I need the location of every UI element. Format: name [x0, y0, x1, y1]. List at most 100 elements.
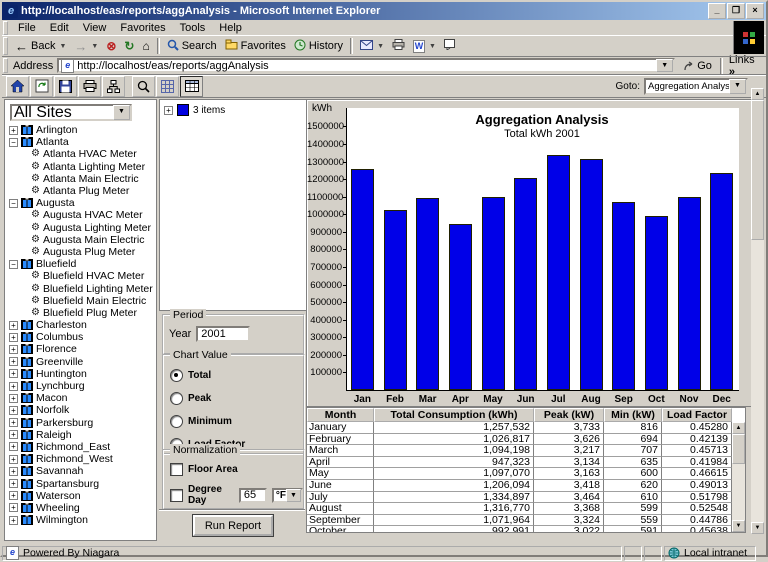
- expand-icon[interactable]: +: [9, 442, 18, 451]
- favorites-button[interactable]: Favorites: [221, 37, 290, 55]
- expand-icon[interactable]: +: [9, 406, 18, 415]
- expand-icon[interactable]: +: [9, 382, 18, 391]
- restore-button[interactable]: ❐: [727, 3, 745, 19]
- tree-meter[interactable]: ⚙Atlanta Plug Meter: [5, 185, 156, 197]
- expand-icon[interactable]: +: [9, 503, 18, 512]
- table-scroll-down-button[interactable]: ▼: [732, 520, 745, 532]
- dropdown-arrow-icon[interactable]: ▼: [377, 43, 384, 50]
- expand-icon[interactable]: +: [9, 418, 18, 427]
- expand-icon[interactable]: +: [9, 467, 18, 476]
- table-scrollbar-thumb[interactable]: [732, 434, 745, 464]
- tree-site-norfolk[interactable]: +Norfolk: [5, 404, 156, 416]
- tree-meter[interactable]: ⚙Augusta HVAC Meter: [5, 209, 156, 221]
- window-scroll-down-button[interactable]: ▼: [751, 522, 764, 534]
- column-header-1[interactable]: Total Consumption (kWh): [374, 408, 534, 422]
- tree-meter[interactable]: ⚙Atlanta Lighting Meter: [5, 161, 156, 173]
- tree-site-wilmington[interactable]: +Wilmington: [5, 514, 156, 526]
- tree-site-savannah[interactable]: +Savannah: [5, 465, 156, 477]
- menu-file[interactable]: File: [11, 22, 43, 34]
- year-input[interactable]: [196, 326, 250, 342]
- table-row[interactable]: January1,257,5323,7338160.45280: [307, 422, 745, 434]
- hierarchy-button[interactable]: [102, 76, 125, 97]
- go-button[interactable]: Go: [679, 58, 717, 74]
- tree-site-greenville[interactable]: +Greenville: [5, 356, 156, 368]
- collapse-icon[interactable]: −: [9, 260, 18, 269]
- minimize-button[interactable]: _: [708, 3, 726, 19]
- stop-button[interactable]: ⊗: [102, 37, 120, 55]
- expand-icon[interactable]: +: [9, 345, 18, 354]
- mail-button[interactable]: ▼: [356, 37, 388, 55]
- radio-selected-icon[interactable]: [170, 369, 183, 382]
- tree-meter[interactable]: ⚙Augusta Main Electric: [5, 234, 156, 246]
- goto-dropdown-button[interactable]: ▼: [729, 79, 746, 94]
- chart-value-option-minimum[interactable]: Minimum: [170, 415, 232, 428]
- search-button[interactable]: Search: [163, 37, 221, 55]
- tree-site-atlanta[interactable]: −Atlanta: [5, 136, 156, 148]
- expand-icon[interactable]: +: [9, 369, 18, 378]
- menu-tools[interactable]: Tools: [173, 22, 213, 34]
- tree-site-richmond_east[interactable]: +Richmond_East: [5, 441, 156, 453]
- close-button[interactable]: ×: [746, 3, 764, 19]
- tree-site-macon[interactable]: +Macon: [5, 392, 156, 404]
- expand-icon[interactable]: +: [9, 394, 18, 403]
- table-row[interactable]: October992,9913,0225910.45638: [307, 526, 745, 533]
- tree-site-raleigh[interactable]: +Raleigh: [5, 429, 156, 441]
- tree-site-lynchburg[interactable]: +Lynchburg: [5, 380, 156, 392]
- tree-site-parkersburg[interactable]: +Parkersburg: [5, 417, 156, 429]
- legend-expand-icon[interactable]: +: [164, 106, 173, 115]
- menu-drag-handle[interactable]: [3, 21, 8, 35]
- expand-icon[interactable]: +: [9, 491, 18, 500]
- address-input[interactable]: e http://localhost/eas/reports/aggAnalys…: [57, 58, 675, 73]
- collapse-icon[interactable]: −: [9, 199, 18, 208]
- collapse-icon[interactable]: −: [9, 138, 18, 147]
- menu-favorites[interactable]: Favorites: [113, 22, 172, 34]
- expand-icon[interactable]: +: [9, 479, 18, 488]
- table-row[interactable]: April947,3233,1346350.41984: [307, 457, 745, 469]
- refresh-button[interactable]: ↻: [120, 37, 138, 55]
- expand-icon[interactable]: +: [9, 126, 18, 135]
- back-button[interactable]: ←Back▼: [11, 37, 70, 55]
- expand-icon[interactable]: +: [9, 357, 18, 366]
- tree-meter[interactable]: ⚙Augusta Lighting Meter: [5, 222, 156, 234]
- window-scrollbar[interactable]: ▲ ▼: [751, 88, 764, 534]
- print-button[interactable]: [388, 37, 409, 55]
- expand-icon[interactable]: +: [9, 321, 18, 330]
- site-filter-dropdown-button[interactable]: ▼: [113, 105, 130, 120]
- column-header-3[interactable]: Min (kW): [604, 408, 662, 422]
- expand-icon[interactable]: +: [9, 333, 18, 342]
- tree-site-huntington[interactable]: +Huntington: [5, 368, 156, 380]
- dropdown-arrow-icon[interactable]: ▼: [429, 43, 436, 50]
- tree-site-augusta[interactable]: −Augusta: [5, 197, 156, 209]
- menu-edit[interactable]: Edit: [43, 22, 76, 34]
- column-header-4[interactable]: Load Factor: [662, 408, 732, 422]
- tree-site-arlington[interactable]: +Arlington: [5, 124, 156, 136]
- table-row[interactable]: August1,316,7703,3685990.52548: [307, 503, 745, 515]
- tree-site-spartansburg[interactable]: +Spartansburg: [5, 477, 156, 489]
- tree-site-charleston[interactable]: +Charleston: [5, 319, 156, 331]
- tree-site-wheeling[interactable]: +Wheeling: [5, 502, 156, 514]
- tree-site-columbus[interactable]: +Columbus: [5, 331, 156, 343]
- table-scrollbar[interactable]: ▲ ▼: [732, 422, 745, 532]
- window-scrollbar-thumb[interactable]: [751, 100, 764, 240]
- table-row[interactable]: September1,071,9643,3245590.44786: [307, 515, 745, 527]
- legend-item[interactable]: + 3 items: [160, 100, 306, 116]
- expand-icon[interactable]: +: [9, 516, 18, 525]
- degree-unit-dropdown-button[interactable]: ▼: [286, 489, 301, 502]
- floor-area-checkbox[interactable]: [170, 463, 183, 476]
- home-button[interactable]: [6, 76, 29, 97]
- tree-site-bluefield[interactable]: −Bluefield: [5, 258, 156, 270]
- table-row[interactable]: June1,206,0943,4186200.49013: [307, 480, 745, 492]
- chart-value-option-peak[interactable]: Peak: [170, 392, 211, 405]
- tree-site-florence[interactable]: +Florence: [5, 343, 156, 355]
- tree-meter[interactable]: ⚙Bluefield HVAC Meter: [5, 270, 156, 282]
- tree-site-waterson[interactable]: +Waterson: [5, 490, 156, 502]
- history-button[interactable]: History: [290, 37, 347, 55]
- tree-meter[interactable]: ⚙Bluefield Main Electric: [5, 295, 156, 307]
- dropdown-arrow-icon[interactable]: ▼: [91, 43, 98, 50]
- radio-unselected-icon[interactable]: [170, 392, 183, 405]
- menu-help[interactable]: Help: [212, 22, 249, 34]
- table-row[interactable]: May1,097,0703,1636000.46615: [307, 468, 745, 480]
- grid-button[interactable]: [156, 76, 179, 97]
- refresh-button[interactable]: [30, 76, 53, 97]
- table-row[interactable]: July1,334,8973,4646100.51798: [307, 492, 745, 504]
